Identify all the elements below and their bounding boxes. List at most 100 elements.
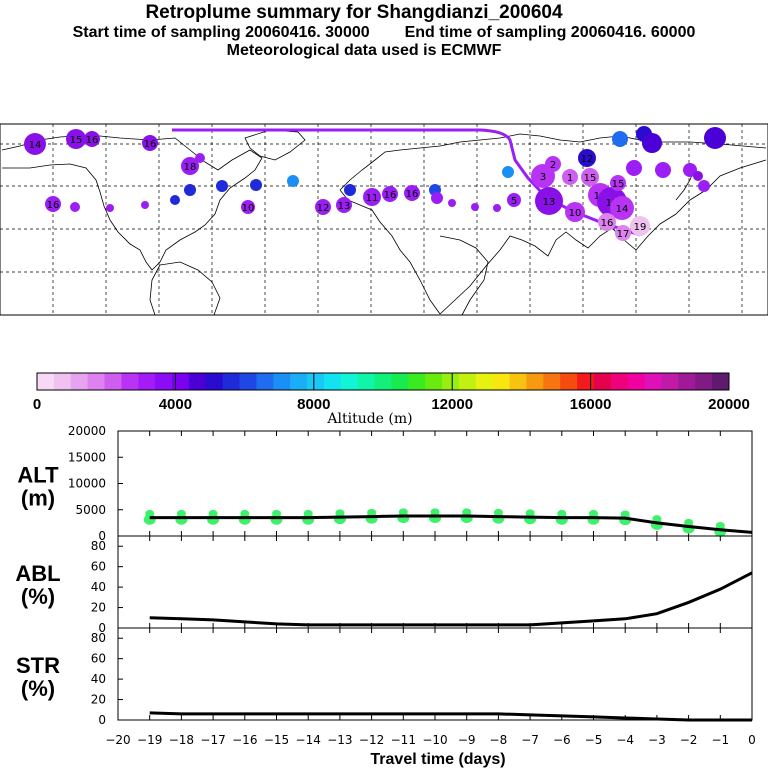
met-data: Meteorological data used is ECMWF: [226, 42, 502, 59]
colorbar-cell: [492, 373, 511, 390]
altitude-scatter-point: [430, 508, 440, 516]
colorbar-cell: [509, 373, 527, 390]
plume-bubble: [287, 175, 299, 187]
plume-bubble: [431, 192, 443, 204]
end-time: End time of sampling 20060416. 60000: [404, 24, 696, 41]
panel-ylabel-name: STR: [16, 653, 60, 678]
y-tick-label: 20: [91, 601, 106, 615]
colorbar-cell: [155, 373, 173, 390]
colorbar-cell: [391, 373, 409, 390]
x-tick-label: −1: [711, 733, 729, 747]
plume-bubble-label: 15: [612, 179, 625, 190]
altitude-scatter-point: [715, 522, 725, 529]
x-tick-label: −2: [680, 733, 698, 747]
altitude-scatter-point: [398, 508, 408, 516]
y-tick-label: 0: [98, 529, 106, 543]
plume-bubble-label: 10: [569, 208, 582, 219]
altitude-scatter-point: [303, 509, 313, 517]
altitude-scatter-point: [462, 508, 472, 516]
title-block: Retroplume summary for Shangdianzi_20060…: [0, 2, 768, 60]
plume-bubble-label: 13: [543, 197, 556, 208]
colorbar-cell: [593, 373, 612, 390]
y-tick-label: 20: [91, 693, 106, 707]
coastlines: [1, 129, 767, 316]
colorbar-cell: [425, 373, 443, 390]
x-tick-label: −8: [490, 733, 508, 747]
plume-bubble-label: 16: [144, 139, 157, 150]
colorbar-cell: [121, 373, 139, 390]
colorbar-cell: [695, 373, 713, 390]
panel-series-line: [149, 571, 753, 627]
plume-bubble: [363, 188, 381, 206]
altitude-scatter-point: [335, 509, 345, 517]
plume-bubble-label: 13: [338, 201, 351, 212]
colorbar-cell: [442, 373, 460, 390]
plume-bubble: [24, 133, 46, 155]
panel-series-line: [149, 514, 753, 534]
colorbar-cell: [627, 373, 646, 390]
y-tick-label: 40: [91, 672, 106, 686]
altitude-scatter-point: [589, 509, 598, 517]
plume-bubble: [610, 175, 626, 191]
y-tick-label: 40: [91, 580, 106, 594]
x-tick-label: −10: [422, 733, 447, 747]
plume-bubble: [84, 131, 100, 147]
plume-bubble: [250, 179, 262, 191]
colorbar-cell: [678, 373, 696, 390]
plume-bubble: [502, 166, 514, 178]
colorbar-cell: [458, 373, 477, 390]
panel-ylabel-name: ALT: [17, 463, 59, 488]
x-tick-label: 0: [748, 733, 756, 747]
plume-bubble: [216, 180, 228, 192]
plume-bubble: [471, 203, 479, 211]
plume-bubble-label: 1: [567, 173, 573, 184]
plume-bubble: [630, 216, 650, 236]
plume-bubble: [142, 135, 158, 151]
y-tick-label: 60: [91, 560, 106, 574]
altitude-scatter-point: [367, 508, 377, 516]
x-tick-label: −3: [648, 733, 666, 747]
y-tick-label: 0: [98, 713, 106, 727]
plume-bubble: [344, 184, 356, 196]
plume-bubble: [184, 184, 196, 196]
colorbar-cell: [644, 373, 662, 390]
plume-bubble: [66, 129, 86, 149]
altitude-scatter-point: [557, 509, 567, 517]
colorbar-cell: [475, 373, 494, 390]
y-tick-label: 60: [91, 652, 106, 666]
coast-south-america: [149, 261, 221, 316]
plume-bubble: [106, 204, 114, 212]
altitude-scatter-point: [493, 508, 503, 516]
plume-bubble: [626, 160, 642, 176]
plume-bubble: [181, 157, 199, 175]
x-tick-label: −4: [616, 733, 634, 747]
plume-bubble: [45, 196, 61, 212]
plume-bubble: [507, 193, 521, 207]
plume-bubble: [404, 185, 420, 201]
coast-africa-east: [439, 235, 489, 316]
panel-ylabel-unit: (%): [21, 584, 55, 609]
colorbar-cell: [222, 373, 241, 390]
y-tick-label: 5000: [75, 503, 106, 517]
altitude-scatter-point: [525, 509, 535, 517]
plume-bubbles: 1415161618161012131116165321121310111514…: [24, 126, 726, 241]
plume-bubble-label: 16: [384, 190, 397, 201]
colorbar-cell: [70, 373, 89, 390]
plume-bubble-label: 14: [29, 140, 42, 151]
colorbar-cell: [374, 373, 392, 390]
colorbar-cell: [104, 373, 122, 390]
plume-bubble: [612, 131, 628, 147]
plume-bubble: [615, 225, 631, 241]
x-tick-label: −19: [137, 733, 162, 747]
x-tick-label: −13: [327, 733, 352, 747]
altitude-scatter-point: [145, 509, 155, 517]
x-tick-label: −6: [553, 733, 571, 747]
plume-bubble-label: 2: [550, 160, 556, 171]
plume-bubble: [195, 153, 205, 163]
x-tick-label: −16: [232, 733, 257, 747]
altitude-scatter-point: [176, 509, 186, 517]
colorbar-cell: [610, 373, 629, 390]
x-tick-label: −14: [296, 733, 321, 747]
colorbar-tick-label: 8000: [297, 396, 330, 413]
altitude-scatter-point: [240, 509, 250, 517]
